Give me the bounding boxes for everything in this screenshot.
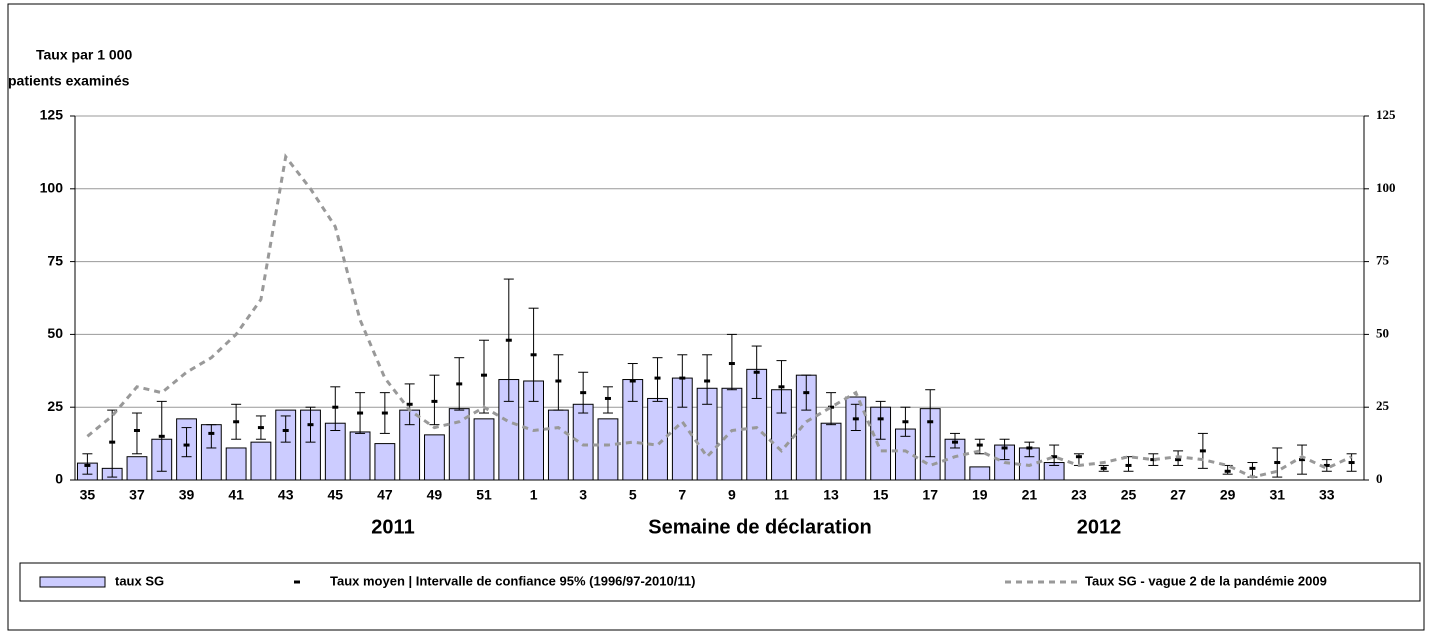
bar bbox=[845, 396, 867, 481]
x-tick-label: 27 bbox=[1170, 487, 1186, 503]
y-axis-label: Taux par 1 000 bbox=[36, 47, 132, 63]
x-tick-label: 43 bbox=[278, 487, 294, 503]
y-tick-label: 50 bbox=[47, 325, 63, 341]
x-axis-label: Semaine de déclaration bbox=[648, 516, 871, 538]
y2-tick-label: 100 bbox=[1376, 180, 1396, 195]
legend bbox=[19, 562, 1421, 602]
bar bbox=[424, 434, 445, 481]
x-tick-label: 51 bbox=[476, 487, 492, 503]
legend-label: Taux moyen | Intervalle de confiance 95%… bbox=[330, 573, 695, 588]
x-tick-label: 21 bbox=[1022, 487, 1038, 503]
bar bbox=[324, 422, 346, 481]
chart-frame bbox=[7, 3, 1425, 631]
bar bbox=[820, 422, 842, 481]
bar bbox=[969, 466, 991, 481]
x-tick-label: 25 bbox=[1121, 487, 1137, 503]
legend-label: Taux SG - vague 2 de la pandémie 2009 bbox=[1085, 573, 1327, 588]
bar bbox=[473, 418, 495, 481]
bar bbox=[572, 403, 594, 481]
bar bbox=[374, 443, 396, 481]
bar bbox=[275, 409, 297, 481]
x-tick-label: 7 bbox=[678, 487, 686, 503]
x-tick-label: 11 bbox=[774, 487, 789, 503]
y-tick-label: 0 bbox=[55, 471, 63, 487]
x-tick-label: 3 bbox=[579, 487, 587, 503]
bar bbox=[225, 447, 247, 481]
x-tick-label: 5 bbox=[629, 487, 637, 503]
x-tick-label: 1 bbox=[530, 487, 538, 503]
line bbox=[86, 153, 1353, 479]
x-tick-label: 39 bbox=[179, 487, 195, 503]
x-tick-label: 41 bbox=[228, 487, 244, 503]
y-tick-label: 100 bbox=[40, 180, 64, 196]
y-tick-label: 75 bbox=[47, 252, 63, 268]
y-tick-label: 25 bbox=[47, 398, 63, 414]
x-tick-label: 15 bbox=[873, 487, 889, 503]
x-tick-label: 13 bbox=[823, 487, 839, 503]
bar bbox=[547, 409, 569, 481]
y-axis-label: patients examinés bbox=[8, 73, 130, 89]
x-tick-label: 33 bbox=[1319, 487, 1335, 503]
bar bbox=[647, 397, 668, 481]
bar bbox=[597, 418, 619, 481]
legend-label: taux SG bbox=[115, 573, 164, 588]
y2-tick-label: 0 bbox=[1376, 471, 1383, 486]
x-tick-label: 45 bbox=[327, 487, 343, 503]
y2-tick-label: 125 bbox=[1376, 107, 1396, 122]
bar bbox=[126, 456, 148, 481]
year-label: 2011 bbox=[371, 516, 414, 538]
bar bbox=[721, 387, 743, 481]
y-tick-label: 125 bbox=[40, 107, 64, 123]
x-tick-label: 9 bbox=[728, 487, 736, 503]
x-tick-label: 37 bbox=[129, 487, 145, 503]
x-tick-label: 35 bbox=[80, 487, 96, 503]
x-tick-label: 47 bbox=[377, 487, 393, 503]
year-label: 2012 bbox=[1077, 516, 1122, 538]
x-tick-label: 29 bbox=[1220, 487, 1236, 503]
x-tick-label: 31 bbox=[1269, 487, 1285, 503]
bar bbox=[250, 441, 272, 481]
y2-tick-label: 50 bbox=[1376, 325, 1389, 340]
x-tick-label: 19 bbox=[972, 487, 988, 503]
legend-swatch bbox=[39, 576, 106, 588]
y2-tick-label: 25 bbox=[1376, 398, 1390, 413]
bar bbox=[349, 431, 371, 481]
x-tick-label: 49 bbox=[427, 487, 443, 503]
x-tick-label: 23 bbox=[1071, 487, 1087, 503]
y2-tick-label: 75 bbox=[1376, 253, 1390, 268]
x-tick-label: 17 bbox=[922, 487, 938, 503]
